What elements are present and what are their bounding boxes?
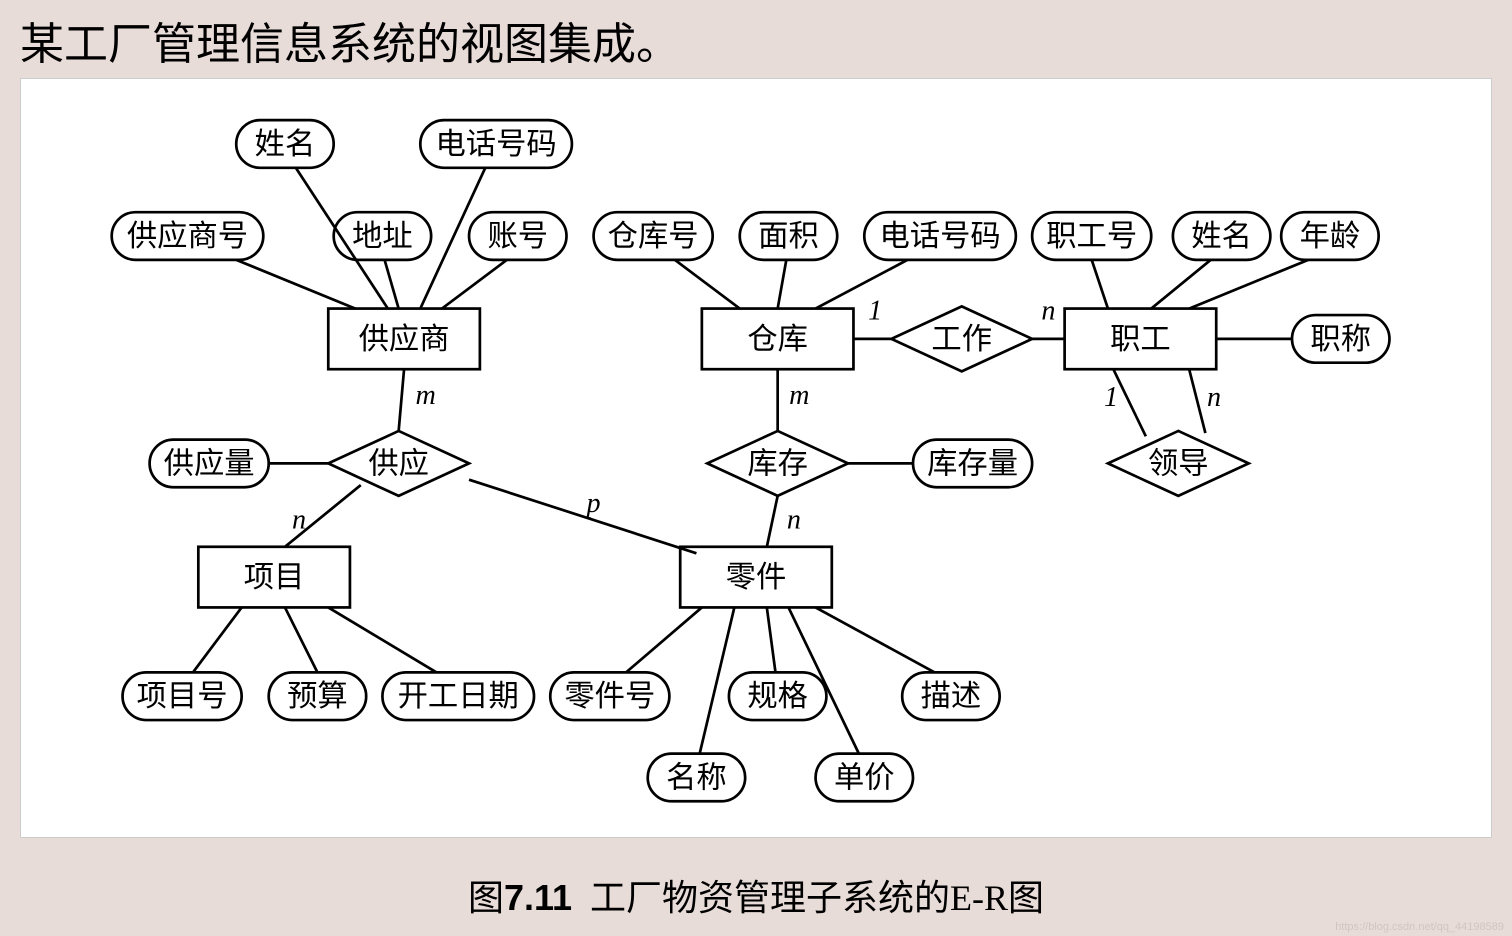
er-diagram-svg: mnpmn1n1n姓名电话号码供应商号地址账号仓库号面积电话号码职工号姓名年龄职… (21, 79, 1491, 837)
caption-number: 7.11 (504, 877, 572, 918)
attr-label-p_budget: 预算 (287, 679, 348, 713)
edge-supplier-s_id (236, 260, 355, 309)
watermark-text: https://blog.csdn.net/qq_44198589 (1335, 921, 1504, 933)
edge-employee-e_age (1189, 260, 1308, 309)
attr-label-pt_desc: 描述 (921, 679, 982, 713)
cardinality-warehouse-stock: m (789, 380, 809, 411)
edge-project-p_date (328, 607, 436, 672)
relationship-label-supply: 供应 (368, 446, 429, 480)
edge-project-p_id (193, 607, 242, 672)
caption-text: 工厂物资管理子系统的E-R图 (590, 878, 1044, 918)
cardinality-supply-part: p (585, 488, 601, 519)
attr-label-pt_spec: 规格 (747, 679, 808, 713)
edge-supplier-supply (399, 369, 404, 431)
attr-label-w_id: 仓库号 (608, 219, 699, 253)
attr-label-e_title: 职称 (1310, 322, 1371, 356)
cardinality-supply-project: n (292, 504, 306, 535)
relationship-label-work: 工作 (931, 322, 992, 356)
attr-label-s_phone: 电话号码 (435, 127, 556, 161)
edge-warehouse-w_area (778, 260, 787, 309)
er-diagram-container: mnpmn1n1n姓名电话号码供应商号地址账号仓库号面积电话号码职工号姓名年龄职… (20, 78, 1492, 838)
caption-prefix: 图 (468, 878, 504, 918)
cardinality-warehouse-work: 1 (868, 295, 882, 326)
attr-label-s_name: 姓名 (255, 127, 316, 161)
figure-caption: 图7.11 工厂物资管理子系统的E-R图 (0, 869, 1512, 921)
cardinality-stock-part: n (787, 504, 801, 535)
edge-warehouse-w_phone (816, 260, 908, 309)
edge-supplier-s_addr (385, 260, 399, 309)
attr-label-s_acct: 账号 (487, 219, 548, 253)
attr-label-pt_price: 单价 (834, 760, 895, 794)
relationship-label-lead: 领导 (1148, 446, 1209, 480)
entity-label-project: 项目 (244, 560, 305, 594)
attr-label-e_age: 年龄 (1300, 219, 1361, 253)
edge-supply-part (469, 480, 696, 554)
edge-part-pt_spec (767, 607, 776, 672)
attr-label-pt_id: 零件号 (564, 679, 655, 713)
entity-label-supplier: 供应商 (359, 322, 450, 356)
edge-warehouse-w_id (675, 260, 740, 309)
edge-lead-employee (1189, 369, 1205, 433)
edge-employee-e_name (1151, 260, 1211, 309)
entity-label-part: 零件 (726, 560, 787, 594)
attr-label-e_id: 职工号 (1046, 219, 1137, 253)
attr-label-supply_qty: 供应量 (164, 446, 255, 480)
edge-supplier-s_acct (442, 260, 507, 309)
edge-project-p_budget (285, 607, 317, 672)
edge-part-pt_id (626, 607, 702, 672)
edge-stock-part (767, 496, 778, 547)
entity-label-employee: 职工 (1110, 322, 1171, 356)
cardinality-supplier-supply: m (416, 380, 436, 411)
attr-label-p_date: 开工日期 (398, 679, 519, 713)
cardinality-work-employee: n (1041, 295, 1055, 326)
attr-label-stock_qty: 库存量 (927, 446, 1018, 480)
attr-label-p_id: 项目号 (137, 679, 228, 713)
attr-label-e_name: 姓名 (1191, 219, 1252, 253)
edge-employee-e_id (1092, 260, 1108, 309)
relationship-label-stock: 库存 (747, 446, 808, 480)
entity-label-warehouse: 仓库 (747, 322, 808, 356)
cardinality-employee-lead: 1 (1104, 382, 1118, 413)
attr-label-s_id: 供应商号 (127, 219, 248, 253)
edge-part-pt_name (700, 607, 735, 753)
cardinality-lead-employee: n (1207, 382, 1221, 413)
attr-label-w_area: 面积 (758, 219, 819, 253)
attr-label-w_phone: 电话号码 (879, 219, 1000, 253)
edge-part-pt_desc (816, 607, 935, 672)
attr-label-pt_name: 名称 (666, 760, 727, 794)
page-title: 某工厂管理信息系统的视图集成。 (20, 8, 680, 72)
attr-label-s_addr: 地址 (352, 219, 413, 253)
